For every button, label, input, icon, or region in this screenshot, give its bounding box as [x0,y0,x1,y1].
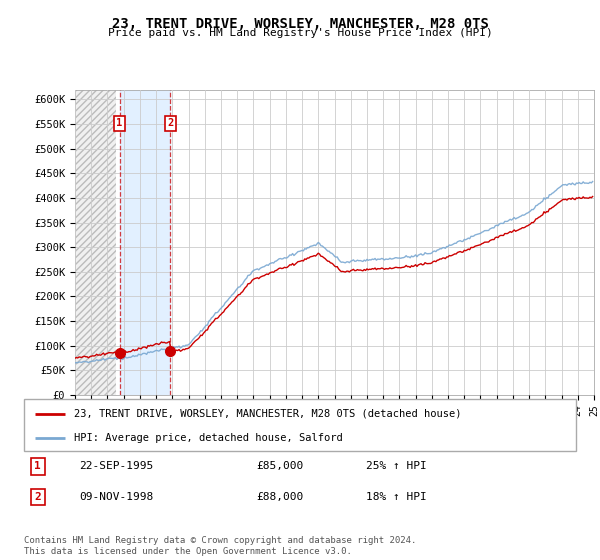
Text: 18% ↑ HPI: 18% ↑ HPI [366,492,427,502]
Text: 22-SEP-1995: 22-SEP-1995 [79,461,154,472]
Text: £88,000: £88,000 [256,492,303,502]
Bar [75,90,116,395]
Text: 23, TRENT DRIVE, WORSLEY, MANCHESTER, M28 0TS (detached house): 23, TRENT DRIVE, WORSLEY, MANCHESTER, M2… [74,409,461,419]
Text: 1: 1 [34,461,41,472]
Text: HPI: Average price, detached house, Salford: HPI: Average price, detached house, Salf… [74,433,343,443]
Text: 23, TRENT DRIVE, WORSLEY, MANCHESTER, M28 0TS: 23, TRENT DRIVE, WORSLEY, MANCHESTER, M2… [112,17,488,31]
Text: 09-NOV-1998: 09-NOV-1998 [79,492,154,502]
Text: 2: 2 [34,492,41,502]
Text: Contains HM Land Registry data © Crown copyright and database right 2024.
This d: Contains HM Land Registry data © Crown c… [24,536,416,556]
Text: 25% ↑ HPI: 25% ↑ HPI [366,461,427,472]
Bar [119,90,170,395]
Text: £85,000: £85,000 [256,461,303,472]
Text: Price paid vs. HM Land Registry's House Price Index (HPI): Price paid vs. HM Land Registry's House … [107,28,493,38]
Text: 2: 2 [167,118,173,128]
Text: 1: 1 [116,118,123,128]
